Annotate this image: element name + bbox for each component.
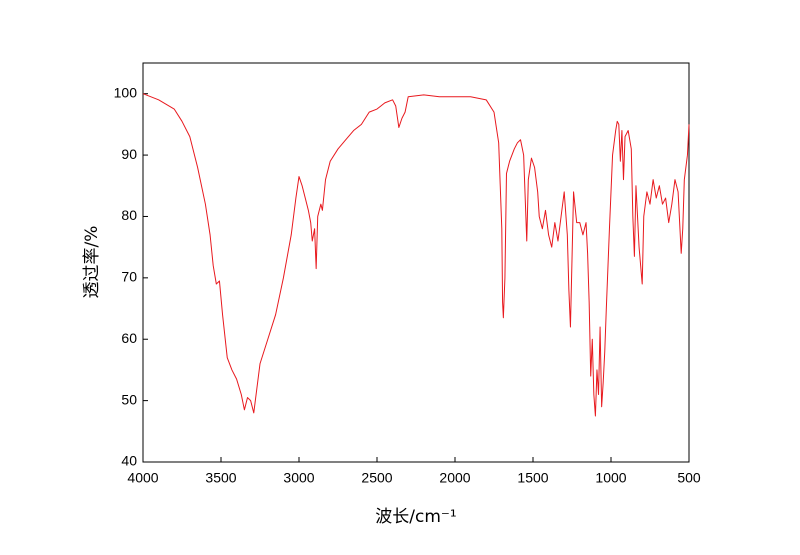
spectrum-line: [142, 93, 690, 417]
y-tick-label: 90: [121, 146, 137, 162]
x-tick-label: 3500: [205, 470, 236, 486]
x-tick-label: 500: [677, 470, 701, 486]
y-tick-label: 60: [121, 330, 137, 346]
y-tick-label: 80: [121, 207, 137, 223]
x-tick-label: 4000: [127, 470, 158, 486]
x-tick-label: 3000: [283, 470, 314, 486]
plot-frame: [142, 62, 690, 463]
y-axis-title: 透过率/%: [82, 226, 102, 299]
x-tick-label: 1500: [517, 470, 548, 486]
y-tick-label: 70: [121, 269, 137, 285]
y-tick-label: 40: [121, 453, 137, 469]
x-tick-label: 2500: [361, 470, 392, 486]
x-tick-label: 1000: [595, 470, 626, 486]
x-axis-title: 波长/cm⁻¹: [375, 507, 456, 527]
x-tick-label: 2000: [439, 470, 470, 486]
y-tick-label: 100: [114, 84, 138, 100]
y-tick-label: 50: [121, 391, 137, 407]
